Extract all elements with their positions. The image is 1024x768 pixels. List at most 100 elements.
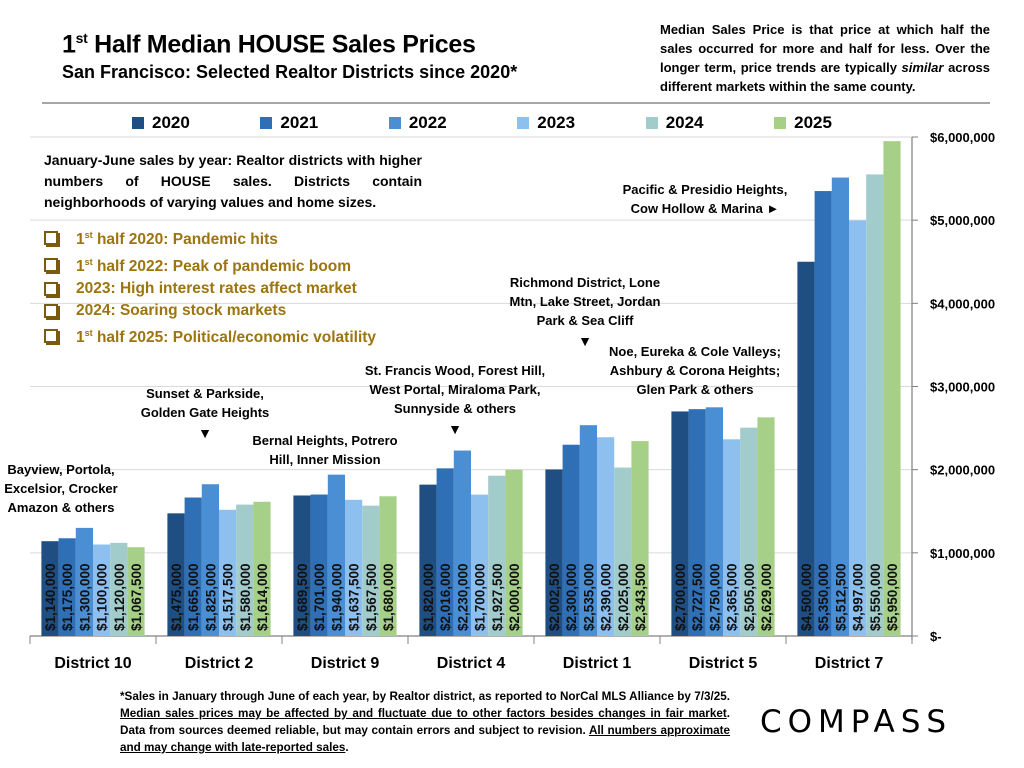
district-annotation: St. Francis Wood, Forest Hill, West Porta… xyxy=(350,361,560,439)
footnote: *Sales in January through June of each y… xyxy=(120,688,730,756)
data-label: $1,665,000 xyxy=(186,563,201,631)
bar-2021 xyxy=(562,444,580,636)
data-label: $1,637,500 xyxy=(347,563,362,631)
data-label: $2,727,500 xyxy=(690,563,705,631)
bar-2025 xyxy=(127,547,145,636)
data-label: $2,750,000 xyxy=(707,563,722,631)
data-label: $1,175,000 xyxy=(60,563,75,631)
bar-2023 xyxy=(723,439,741,636)
data-label: $1,927,500 xyxy=(490,563,505,631)
bar-2025 xyxy=(757,417,775,636)
data-label: $2,390,000 xyxy=(599,563,614,631)
bar-2020 xyxy=(797,261,815,636)
legend-swatch xyxy=(774,117,787,129)
data-label: $2,016,000 xyxy=(438,563,453,631)
bar-2023 xyxy=(849,220,867,636)
bar-2022 xyxy=(453,450,471,636)
data-label: $2,365,000 xyxy=(725,563,740,631)
y-tick-label: $6,000,000 xyxy=(930,130,995,145)
data-label: $1,820,000 xyxy=(421,563,436,631)
bar-2025 xyxy=(631,441,649,636)
bar-2021 xyxy=(688,409,706,636)
legend-item-2022: 2022 xyxy=(388,113,447,133)
legend-swatch xyxy=(645,117,658,129)
bar-2022 xyxy=(831,177,849,636)
data-label: $1,067,500 xyxy=(129,563,144,631)
y-tick-label: $- xyxy=(930,629,942,644)
footnote-text-1: *Sales in January through June of each y… xyxy=(120,690,730,703)
x-tick-label: District 7 xyxy=(815,655,884,672)
bar-2024 xyxy=(488,475,506,636)
bar-2024 xyxy=(614,467,632,636)
annotation-line: Golden Gate Heights xyxy=(140,405,270,420)
bar-2023 xyxy=(219,509,237,636)
bar-2022 xyxy=(579,425,597,636)
data-label: $2,535,000 xyxy=(581,563,596,631)
bar-2020 xyxy=(671,411,689,636)
annotation-line: Richmond District, Lone xyxy=(509,275,661,290)
data-label: $2,629,000 xyxy=(759,563,774,631)
legend-label: 2021 xyxy=(280,113,319,132)
data-label: $1,825,000 xyxy=(203,563,218,631)
bar-2023 xyxy=(93,544,111,636)
district-annotation: Noe, Eureka & Cole Valleys; Ashbury & Cor… xyxy=(600,342,790,399)
data-label: $5,550,000 xyxy=(868,563,883,631)
legend-swatch xyxy=(260,117,273,129)
annotation-line: Ashbury & Corona Heights; xyxy=(609,363,781,378)
bar-2022 xyxy=(75,527,93,636)
event-item: 1st half 2020: Pandemic hits xyxy=(44,224,376,251)
bar-2021 xyxy=(184,497,202,636)
checkbox-bullet-icon xyxy=(44,328,58,343)
bar-2023 xyxy=(597,437,615,636)
x-tick-label: District 5 xyxy=(689,655,758,672)
data-label: $1,614,000 xyxy=(255,563,270,631)
event-item: 2024: Soaring stock markets xyxy=(44,300,376,322)
data-label: $4,997,000 xyxy=(851,563,866,631)
district-annotation: Bayview, Portola, Excelsior, Crocker Amazo… xyxy=(0,460,122,517)
data-label: $2,002,500 xyxy=(547,563,562,631)
chart-intro-text: January-June sales by year: Realtor dist… xyxy=(44,152,422,210)
data-label: $2,505,000 xyxy=(742,563,757,631)
legend-item-2020: 2020 xyxy=(132,113,190,133)
checkbox-bullet-icon xyxy=(44,282,58,297)
legend-item-2023: 2023 xyxy=(517,113,575,133)
annotation-line: Bayview, Portola, xyxy=(7,462,115,477)
data-label: $1,580,000 xyxy=(238,563,253,631)
event-item: 1st half 2025: Political/economic volati… xyxy=(44,322,376,349)
compass-logo: COMPASS xyxy=(760,704,953,740)
data-label: $2,230,000 xyxy=(455,563,470,631)
y-tick-label: $1,000,000 xyxy=(930,546,995,561)
x-tick-label: District 1 xyxy=(563,655,632,672)
event-text: 2023: High interest rates affect market xyxy=(76,280,357,298)
data-label: $5,950,000 xyxy=(885,563,900,631)
annotation-line: Pacific & Presidio Heights, xyxy=(622,182,788,197)
chart-title: 1st Half Median HOUSE Sales Prices xyxy=(62,30,476,59)
data-label: $1,120,000 xyxy=(112,563,127,631)
header-divider xyxy=(42,102,990,104)
legend-label: 2022 xyxy=(408,113,447,132)
median-definition-note: Median Sales Price is that price at whic… xyxy=(660,20,990,96)
bar-2021 xyxy=(436,468,454,636)
footnote-underline-1: Median sales prices may be affected by a… xyxy=(120,707,727,720)
bar-2023 xyxy=(345,499,363,636)
footnote-underline-2: All numbers approximate and may change w… xyxy=(120,724,730,754)
annotation-line: Cow Hollow & Marina ► xyxy=(630,201,780,216)
footnote-text-3: . xyxy=(345,741,349,754)
annotation-line: Sunnyside & others xyxy=(393,401,517,416)
annotation-line: Excelsior, Crocker xyxy=(4,481,118,496)
x-tick-label: District 4 xyxy=(437,655,506,672)
annotation-line: Bernal Heights, Potrero xyxy=(252,433,398,448)
bar-2022 xyxy=(327,474,345,636)
down-arrow-icon: ▼ xyxy=(578,333,592,349)
legend-label: 2020 xyxy=(152,113,190,132)
data-label: $2,300,000 xyxy=(564,563,579,631)
y-tick-label: $4,000,000 xyxy=(930,296,995,311)
data-label: $5,350,000 xyxy=(816,563,831,631)
annotation-line: West Portal, Miraloma Park, xyxy=(369,382,541,397)
x-tick-label: District 9 xyxy=(311,655,380,672)
event-text: 2024: Soaring stock markets xyxy=(76,302,287,320)
bar-2022 xyxy=(705,407,723,636)
event-text: 1st half 2025: Political/economic volati… xyxy=(76,328,377,347)
legend-swatch xyxy=(517,117,530,129)
